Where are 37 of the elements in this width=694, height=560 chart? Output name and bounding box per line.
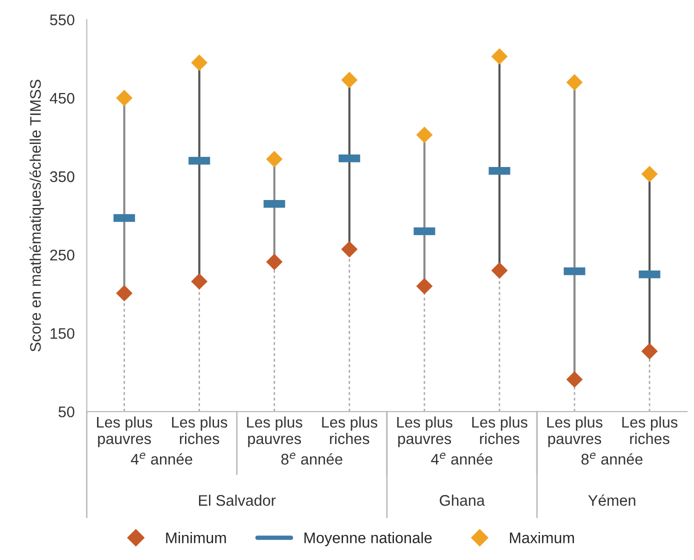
point [416, 126, 433, 144]
text: El Salvador [199, 494, 276, 506]
text: Yémen [588, 494, 636, 506]
legend-label: Moyenne nationale [304, 532, 432, 546]
y-tick-label: 150 [50, 328, 74, 339]
point [566, 74, 583, 91]
x-tick-label: Les plus riches [172, 416, 228, 444]
x-tick-label: Les plus riches [322, 416, 378, 444]
point [641, 343, 658, 360]
y-tick-label: 550 [50, 14, 74, 26]
point [266, 254, 283, 270]
point [641, 166, 658, 182]
point [491, 48, 508, 65]
point [191, 273, 208, 290]
y-tick-label: 250 [50, 250, 74, 260]
x-tick-label: Les plus riches [472, 416, 528, 444]
text: 4$^{e}$ année [431, 452, 492, 465]
text: 8$^{e}$ année [581, 452, 642, 465]
point [416, 278, 433, 294]
legend-label: Maximum [510, 532, 574, 544]
point [341, 72, 358, 88]
x-tick-label: Les plus riches [622, 416, 678, 444]
y-tick-label: 50 [58, 406, 74, 418]
y-tick-label: 450 [50, 92, 74, 104]
text: 8$^{e}$ année [281, 452, 342, 465]
point [566, 371, 583, 388]
text: 4$^{e}$ année [130, 452, 192, 465]
point [191, 54, 208, 71]
point [491, 262, 508, 279]
point [341, 241, 358, 258]
point [116, 285, 132, 302]
y-tick-label: 350 [50, 171, 74, 182]
text: Ghana [440, 494, 485, 506]
y-axis-title: Score en mathématiques/échelle TIMSS [29, 80, 44, 352]
legend-label: Minimum [166, 532, 226, 544]
point [116, 90, 132, 106]
point [266, 150, 283, 168]
